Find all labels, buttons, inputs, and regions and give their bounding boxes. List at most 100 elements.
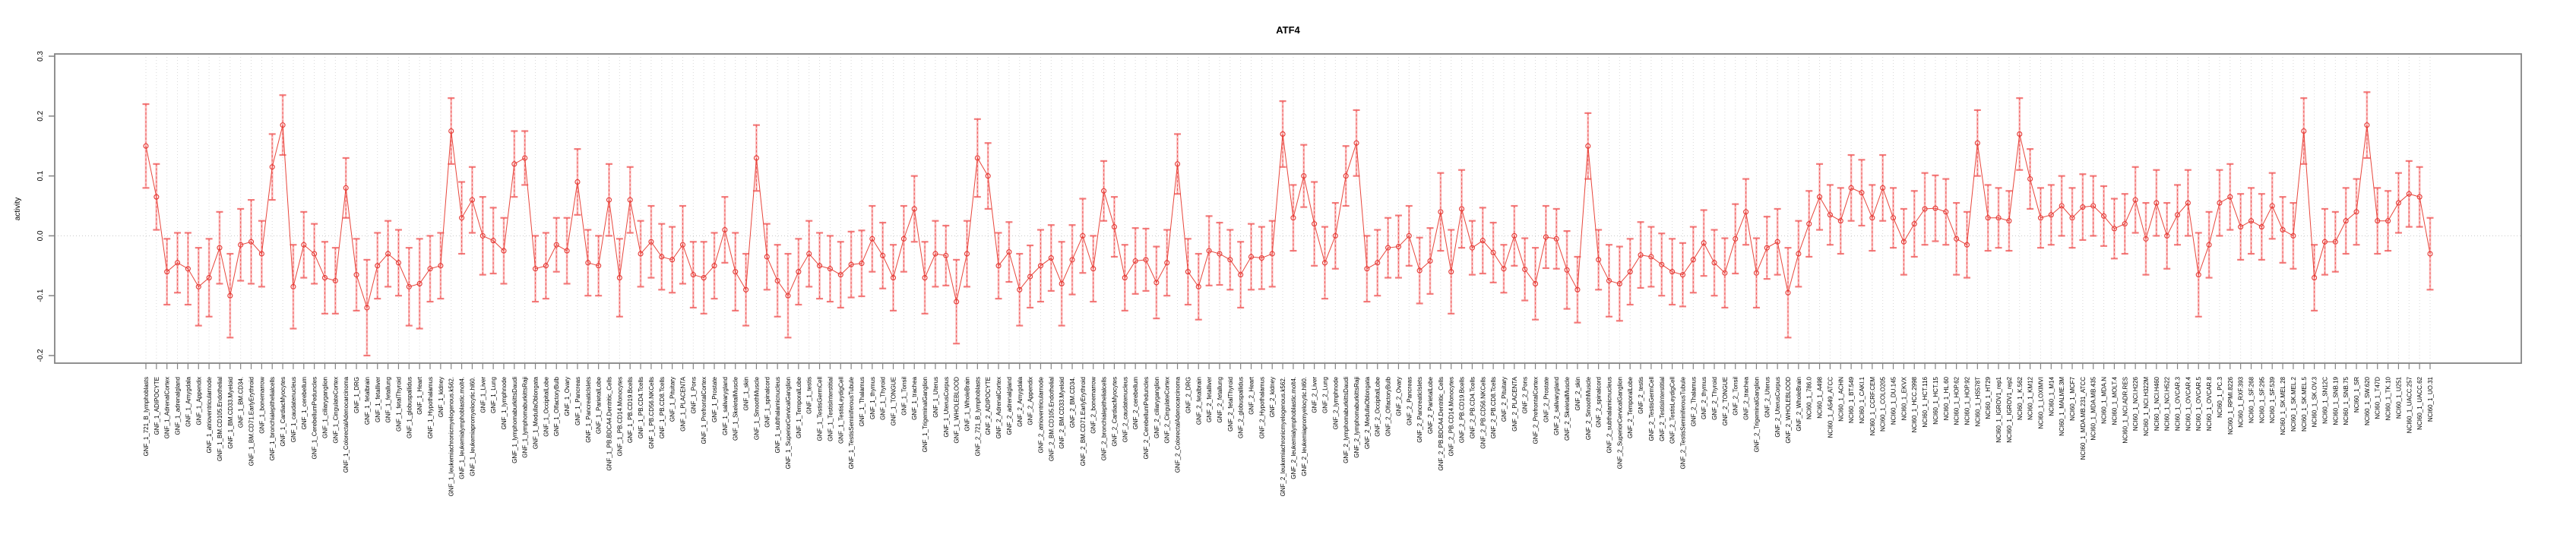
data-point (1964, 242, 1970, 248)
data-point (2227, 194, 2233, 200)
data-point (1438, 209, 1444, 215)
x-tick-label: NCI60_1_HOP.62 (1954, 376, 1960, 425)
x-tick-label: GNF_2_spinalcord (1596, 377, 1603, 428)
x-tick-label: NCI60_1_ACHN (1837, 377, 1844, 422)
data-point (1301, 173, 1307, 179)
x-tick-label: GNF_2_CingulateCortex (1164, 377, 1171, 444)
x-tick-label: GNF_2_OlfactoryBulb (1385, 376, 1392, 436)
x-tick-label: GNF_1_fetalbrain (364, 377, 371, 425)
data-point (1343, 173, 1349, 179)
x-tick-label: GNF_2_OccipitalLobe (1375, 376, 1381, 436)
x-tick-label: GNF_2_Pancreas (1406, 377, 1413, 425)
data-point (2017, 131, 2023, 137)
x-tick-label: GNF_1_BM.CD105.Endothelial (217, 377, 223, 461)
data-point (679, 242, 686, 248)
data-point (1638, 252, 1644, 258)
x-tick-label: NCI60_1_SK.MEL.28 (2280, 376, 2286, 435)
x-tick-label: GNF_1_adrenalgland (175, 377, 182, 435)
x-tick-label: GNF_2_TestisLeydigCell (1669, 377, 1676, 444)
data-point (911, 206, 917, 212)
y-tick-label: 0.0 (36, 230, 45, 241)
data-point (806, 251, 812, 257)
x-tick-label: GNF_2_721_B_lymphoblasts (974, 377, 981, 457)
x-axis: GNF_1_721_B_lymphoblasts GNF_1_ADIPOCYTE G… (143, 363, 2434, 496)
x-tick-label: GNF_1_testis (806, 377, 813, 414)
data-point (2090, 203, 2097, 209)
data-point (2195, 272, 2201, 278)
data-point (1490, 249, 1496, 256)
x-tick-label: GNF_2_BM.CD33.Myeloid (1059, 377, 1065, 449)
x-tick-label: GNF_2_atrioventricularnode (1037, 376, 1044, 453)
x-tick-label: GNF_2_leukemiachronicmyelogenous.k562. (1280, 377, 1286, 496)
x-tick-label: GNF_2_Heart (1248, 376, 1255, 415)
data-point (1869, 215, 1875, 221)
x-tick-label: GNF_2_Liver (1312, 377, 1318, 413)
data-point (217, 245, 223, 251)
data-point (1385, 245, 1391, 251)
data-point (479, 232, 486, 239)
y-tick-label: 0.2 (36, 110, 45, 121)
data-point (2122, 221, 2128, 227)
data-point (1501, 266, 1507, 272)
x-tick-label: NCI60_1_MOLT.4 (2111, 376, 2118, 425)
data-point (796, 269, 802, 275)
data-point (2364, 122, 2370, 128)
data-point (1154, 280, 1160, 286)
data-point (690, 272, 696, 278)
x-tick-label: GNF_2_Hypothalamus (1258, 377, 1265, 438)
data-point (248, 239, 255, 245)
data-point (2164, 232, 2170, 239)
x-tick-label: GNF_1_Pons (690, 377, 697, 413)
data-point (2416, 194, 2423, 200)
x-tick-label: NCI60_1_UACC.62 (2416, 376, 2423, 429)
x-tick-label: GNF_1_ciliaryganglion (321, 377, 328, 438)
data-point (2269, 203, 2275, 209)
x-tick-label: GNF_2_TestisInterstitial (1659, 377, 1666, 441)
x-tick-label: GNF_2_PB.CD4.Tcells (1469, 377, 1476, 438)
data-point (1532, 280, 1539, 286)
data-point (1238, 272, 1244, 278)
data-point (585, 260, 591, 266)
x-tick-label: GNF_1_PancreaticIslets (585, 377, 592, 443)
data-point (1985, 215, 1991, 221)
data-point (2006, 218, 2012, 224)
x-tick-label: NCI60_1_SNB.75 (2343, 376, 2350, 425)
x-tick-label: GNF_2_lymphomaburkittsRaji (1353, 377, 1360, 458)
x-tick-label: GNF_2_TestisSeminiferousTubule (1679, 376, 1686, 469)
data-point (1290, 215, 1296, 221)
data-point (301, 242, 307, 248)
x-tick-label: GNF_1_kidney (438, 377, 445, 417)
x-tick-label: NCI60_1_SW.620 (2364, 376, 2371, 425)
data-point (1722, 270, 1728, 276)
data-point (1648, 254, 1654, 260)
data-point (290, 283, 296, 289)
x-tick-label: GNF_2_Amygdala (1017, 376, 1024, 426)
y-axis: -0.2 -0.1 0.0 0.1 0.2 0.3 (36, 51, 55, 362)
x-tick-label: GNF_2_ParietalLobe (1427, 376, 1434, 434)
x-tick-label: NCI60_1_HCC.2998 (1911, 376, 1918, 432)
data-point (1679, 272, 1686, 278)
data-point (185, 266, 191, 272)
data-point (258, 251, 264, 257)
x-tick-label: GNF_2_SkeletalMuscle (1564, 376, 1571, 441)
x-tick-label: NCI60_1_HOP.92 (1964, 376, 1970, 425)
x-tick-label: NCI60_1_PC.3 (2217, 376, 2223, 417)
x-tick-label: GNF_1_spinalcord (764, 377, 771, 428)
data-point (954, 299, 960, 305)
x-tick-label: GNF_1_fetallung (385, 377, 392, 422)
x-tick-label: GNF_2_Uterus (1764, 377, 1771, 418)
x-tick-label: NCI60_1_SN12C (2321, 377, 2328, 424)
data-point (722, 226, 728, 233)
x-tick-label: GNF_1_atrioventricularnode (206, 376, 213, 453)
x-tick-label: GNF_2_MedullaOblongata (1364, 376, 1371, 449)
x-tick-label: GNF_2_kidney (1269, 377, 1276, 417)
x-tick-label: GNF_2_TrigeminalGanglion (1753, 377, 1760, 452)
data-point (553, 242, 559, 248)
x-tick-label: GNF_2_Prostate (1543, 376, 1549, 422)
data-point (1574, 286, 1581, 292)
x-tick-label: GNF_1_SmoothMuscle (753, 376, 760, 440)
data-point (1743, 209, 1749, 215)
data-point (153, 194, 160, 200)
x-tick-label: NCI60_1_HL.60 (1943, 376, 1950, 420)
